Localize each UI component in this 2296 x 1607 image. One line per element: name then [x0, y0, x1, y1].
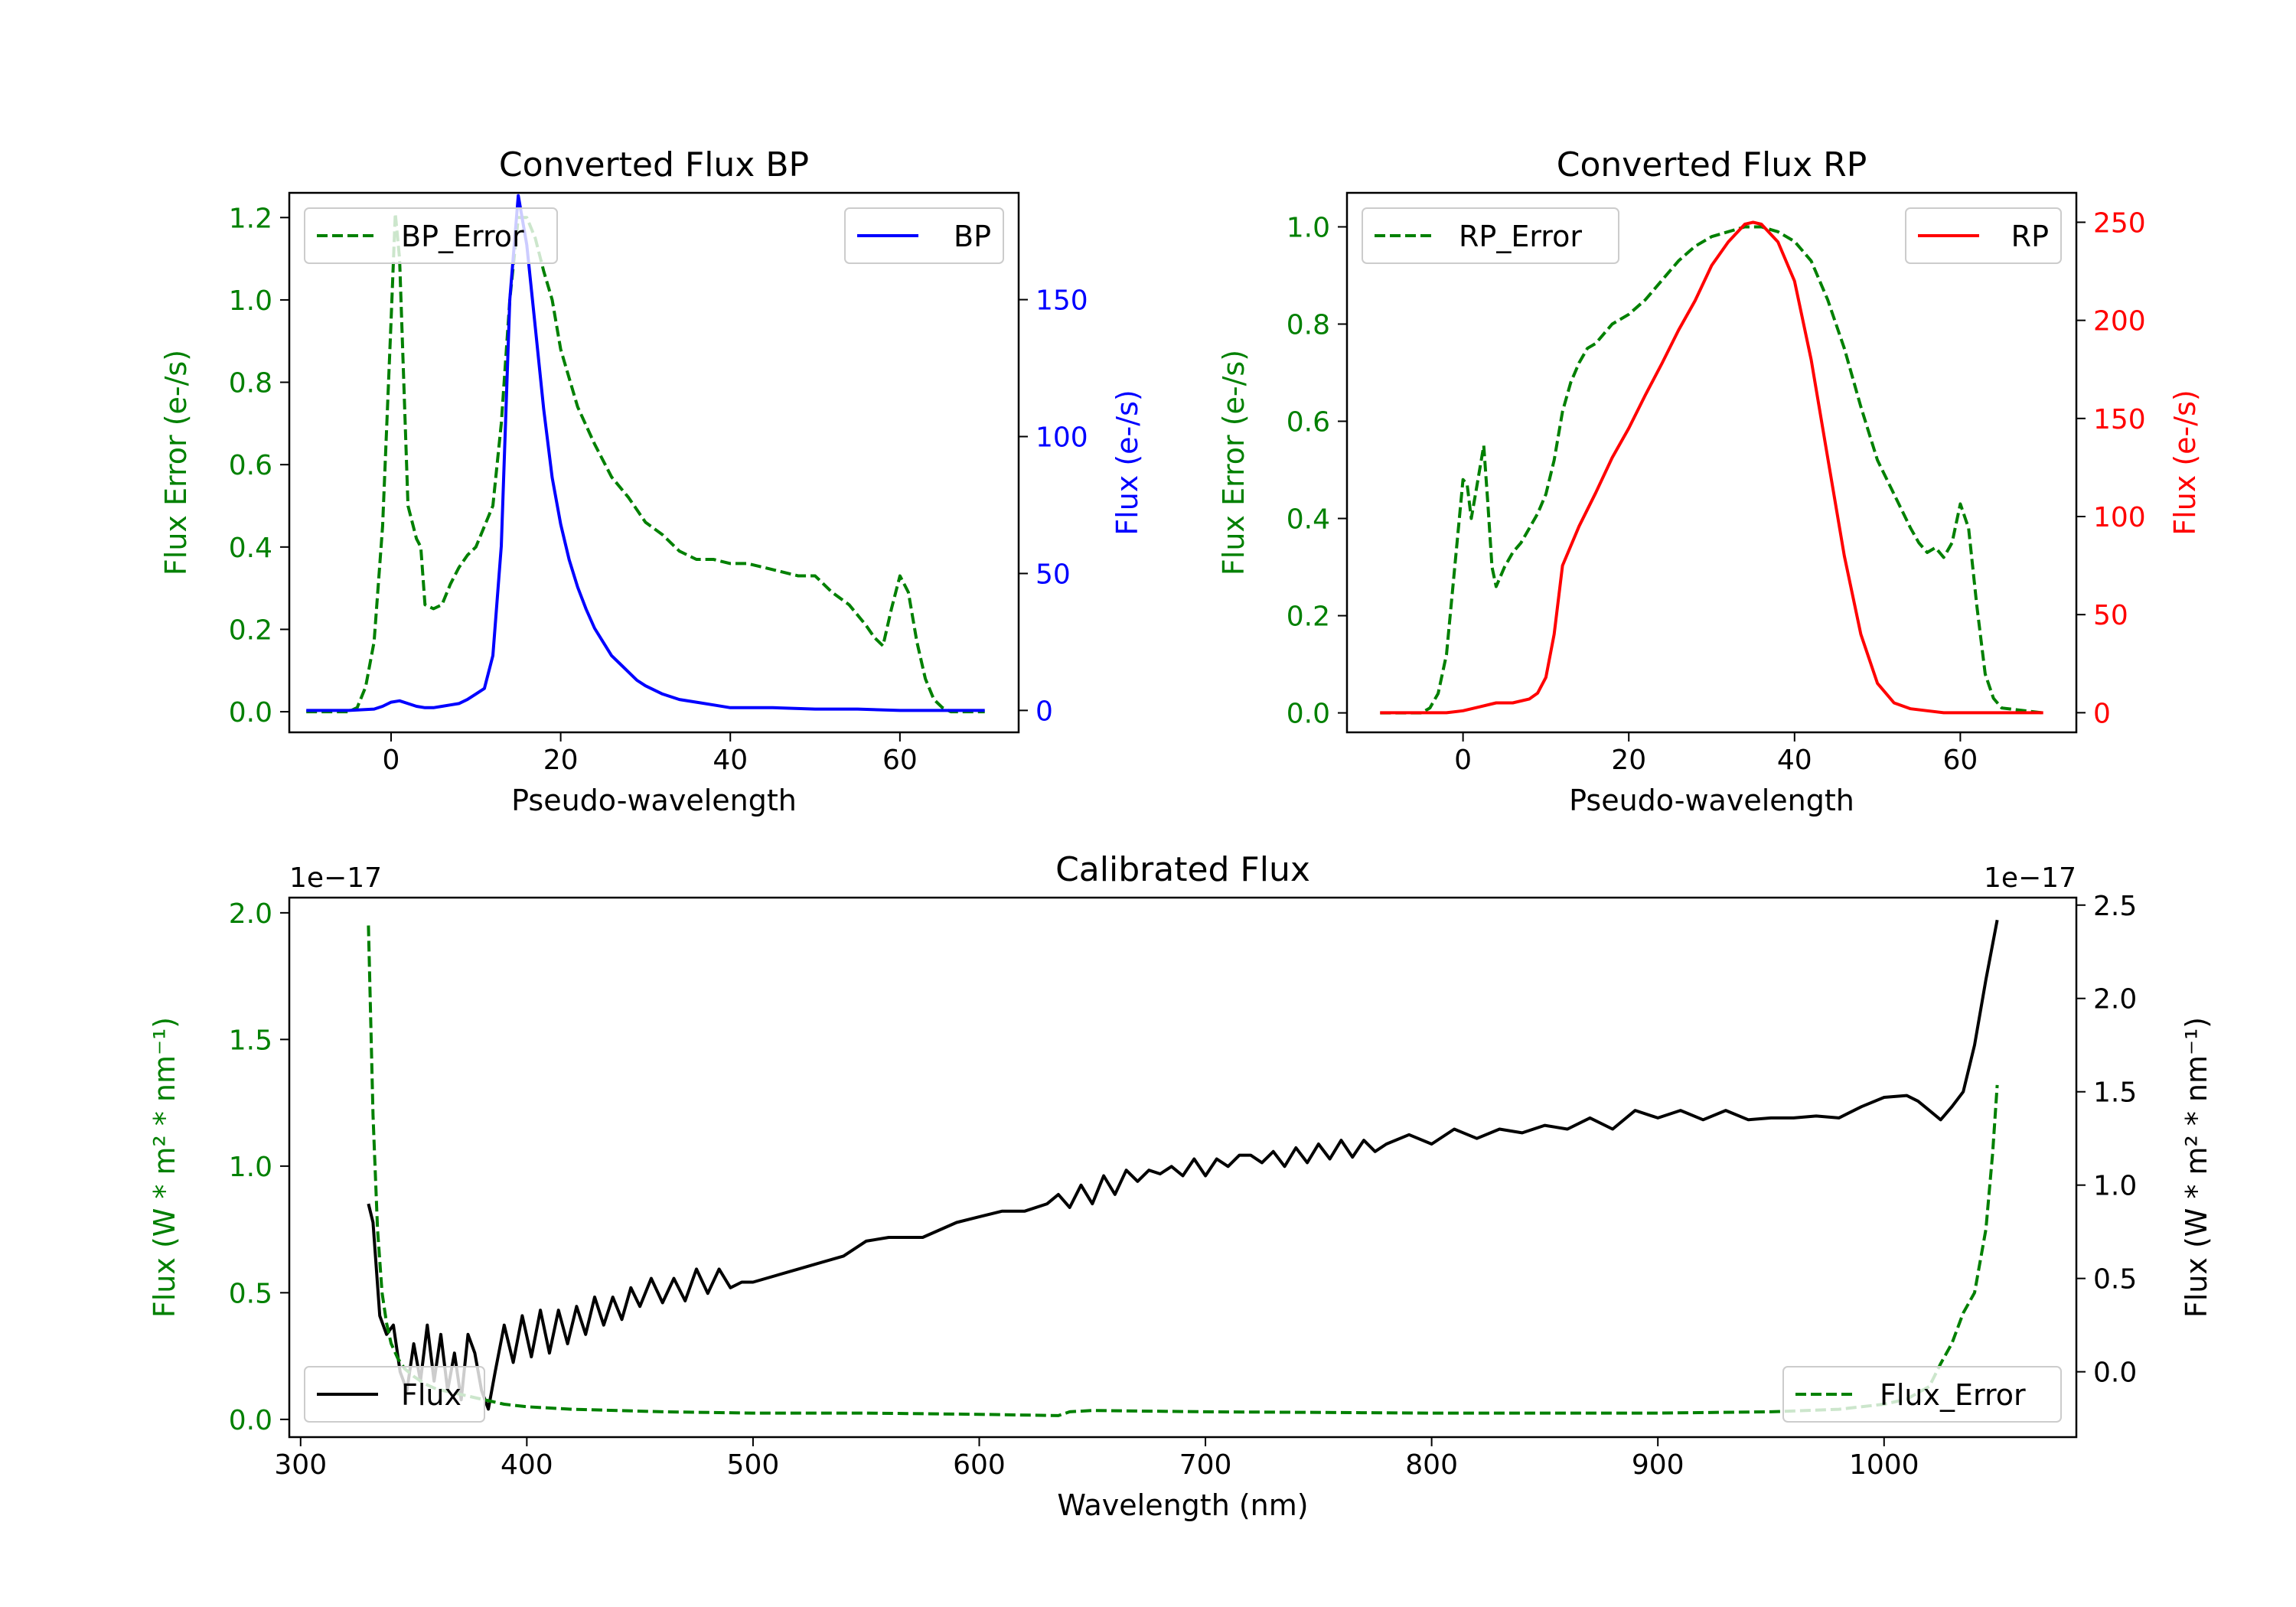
- legend-box: [844, 207, 1004, 264]
- chart-title: Converted Flux BP: [499, 145, 809, 184]
- series-line-flux: [367, 919, 1999, 1411]
- right-tick-label: 150: [2093, 404, 2146, 435]
- right-tick-label: 1.0: [2093, 1171, 2137, 1202]
- x-tick-label: 60: [882, 745, 918, 776]
- left-tick-label: 0.2: [229, 614, 272, 646]
- x-tick-label: 600: [953, 1449, 1006, 1481]
- legend-box: [1782, 1366, 2062, 1423]
- left-tick-label: 0.5: [229, 1278, 272, 1309]
- legend-rp: RP: [1905, 207, 2062, 264]
- right-tick-label: 2.5: [2093, 891, 2137, 922]
- right-tick-label: 0.5: [2093, 1264, 2137, 1296]
- legend-label: BP_Error: [401, 220, 524, 253]
- left-tick-label: 0.6: [1287, 407, 1330, 438]
- x-axis-label: Pseudo-wavelength: [511, 784, 797, 817]
- legend-label: RP: [2011, 220, 2049, 253]
- legend-flux-error: Flux_Error: [1782, 1366, 2062, 1423]
- left-tick-label: 0.0: [229, 697, 272, 729]
- chart-title: Converted Flux RP: [1557, 145, 1867, 184]
- x-tick-label: 40: [1777, 745, 1812, 776]
- left-tick-label: 0.0: [229, 1405, 272, 1436]
- x-tick-label: 800: [1405, 1449, 1458, 1481]
- left-tick-label: 0.4: [229, 533, 272, 564]
- legend-label: Flux: [401, 1378, 461, 1412]
- chart-3: Calibrated Flux 300 400 500 600 700 800 900 1000…: [148, 850, 2213, 1522]
- right-tick-label: 200: [2093, 306, 2146, 337]
- left-axis-label: Flux Error (e-/s): [1217, 350, 1251, 575]
- left-tick-label: 1.0: [229, 1152, 272, 1183]
- right-tick-label: 1.5: [2093, 1077, 2137, 1109]
- x-tick-label: 0: [1454, 745, 1472, 776]
- x-tick-label: 60: [1942, 745, 1978, 776]
- x-axis-label: Pseudo-wavelength: [1569, 784, 1854, 817]
- series-line-bp: [306, 194, 985, 712]
- right-tick-label: 150: [1035, 285, 1088, 317]
- legend-bp-error: BP_Error: [304, 207, 558, 264]
- legend-flux: Flux: [304, 1366, 485, 1423]
- x-tick-label: 900: [1632, 1449, 1684, 1481]
- series-line-flux-error: [367, 925, 1999, 1417]
- legend-box: [1905, 207, 2062, 264]
- right-axis-multiplier: 1e−17: [1984, 862, 2076, 894]
- chart-title: Calibrated Flux: [1055, 850, 1310, 889]
- right-tick-label: 100: [2093, 502, 2146, 533]
- left-tick-label: 0.6: [229, 450, 272, 481]
- legend-label: Flux_Error: [1880, 1378, 2026, 1412]
- left-axis-multiplier: 1e−17: [289, 862, 382, 894]
- plot-frame: [288, 191, 1020, 734]
- x-axis-label: Wavelength (nm): [1057, 1488, 1308, 1522]
- left-tick-label: 2.0: [229, 898, 272, 930]
- x-tick-label: 20: [1611, 745, 1646, 776]
- plot-frame: [288, 896, 2078, 1439]
- right-tick-label: 250: [2093, 207, 2146, 239]
- x-tick-label: 500: [727, 1449, 780, 1481]
- right-axis-label: Flux (W * m² * nm⁻¹): [2180, 1017, 2213, 1318]
- x-tick-label: 400: [501, 1449, 553, 1481]
- x-tick-label: 700: [1179, 1449, 1232, 1481]
- legend-label: BP: [954, 220, 991, 253]
- left-axis-label: Flux (W * m² * nm⁻¹): [148, 1017, 181, 1318]
- left-tick-label: 1.0: [229, 285, 272, 317]
- x-tick-label: 300: [274, 1449, 327, 1481]
- right-tick-label: 50: [1035, 559, 1071, 590]
- left-tick-label: 0.0: [1287, 699, 1330, 730]
- left-tick-label: 0.8: [229, 368, 272, 399]
- x-tick-label: 1000: [1849, 1449, 1919, 1481]
- legend-rp-error: RP_Error: [1362, 207, 1619, 264]
- right-tick-label: 2.0: [2093, 984, 2137, 1015]
- x-tick-label: 40: [713, 745, 748, 776]
- left-tick-label: 1.2: [229, 203, 272, 234]
- left-tick-label: 1.5: [229, 1025, 272, 1056]
- chart-1: Converted Flux BP 0 20 40 60 Pseudo-wavelengt…: [159, 145, 1144, 817]
- left-tick-label: 0.8: [1287, 309, 1330, 341]
- right-axis-label: Flux (e-/s): [1110, 390, 1144, 535]
- right-tick-label: 0.0: [2093, 1358, 2137, 1389]
- x-tick-label: 0: [383, 745, 400, 776]
- right-tick-label: 50: [2093, 600, 2128, 631]
- left-tick-label: 1.0: [1287, 212, 1330, 243]
- legend-label: RP_Error: [1459, 220, 1582, 253]
- left-tick-label: 0.2: [1287, 601, 1330, 633]
- series-line-rp: [1380, 220, 2043, 715]
- plot-frame: [1345, 191, 2078, 734]
- series-line-rp-error: [1380, 225, 2043, 715]
- right-tick-label: 0: [1035, 696, 1053, 727]
- right-tick-label: 100: [1035, 422, 1088, 454]
- series-line-bp-error: [306, 211, 985, 714]
- right-axis-label: Flux (e-/s): [2168, 390, 2202, 535]
- chart-2: Converted Flux RP 0 20 40 60 Pseudo-wavelengt…: [1217, 145, 2202, 817]
- legend-box: [1362, 207, 1619, 264]
- x-tick-label: 20: [543, 745, 579, 776]
- legend-box: [304, 1366, 485, 1423]
- left-axis-label: Flux Error (e-/s): [159, 350, 193, 575]
- left-tick-label: 0.4: [1287, 504, 1330, 536]
- legend-box: [304, 207, 558, 264]
- right-tick-label: 0: [2093, 698, 2111, 729]
- legend-bp: BP: [844, 207, 1004, 264]
